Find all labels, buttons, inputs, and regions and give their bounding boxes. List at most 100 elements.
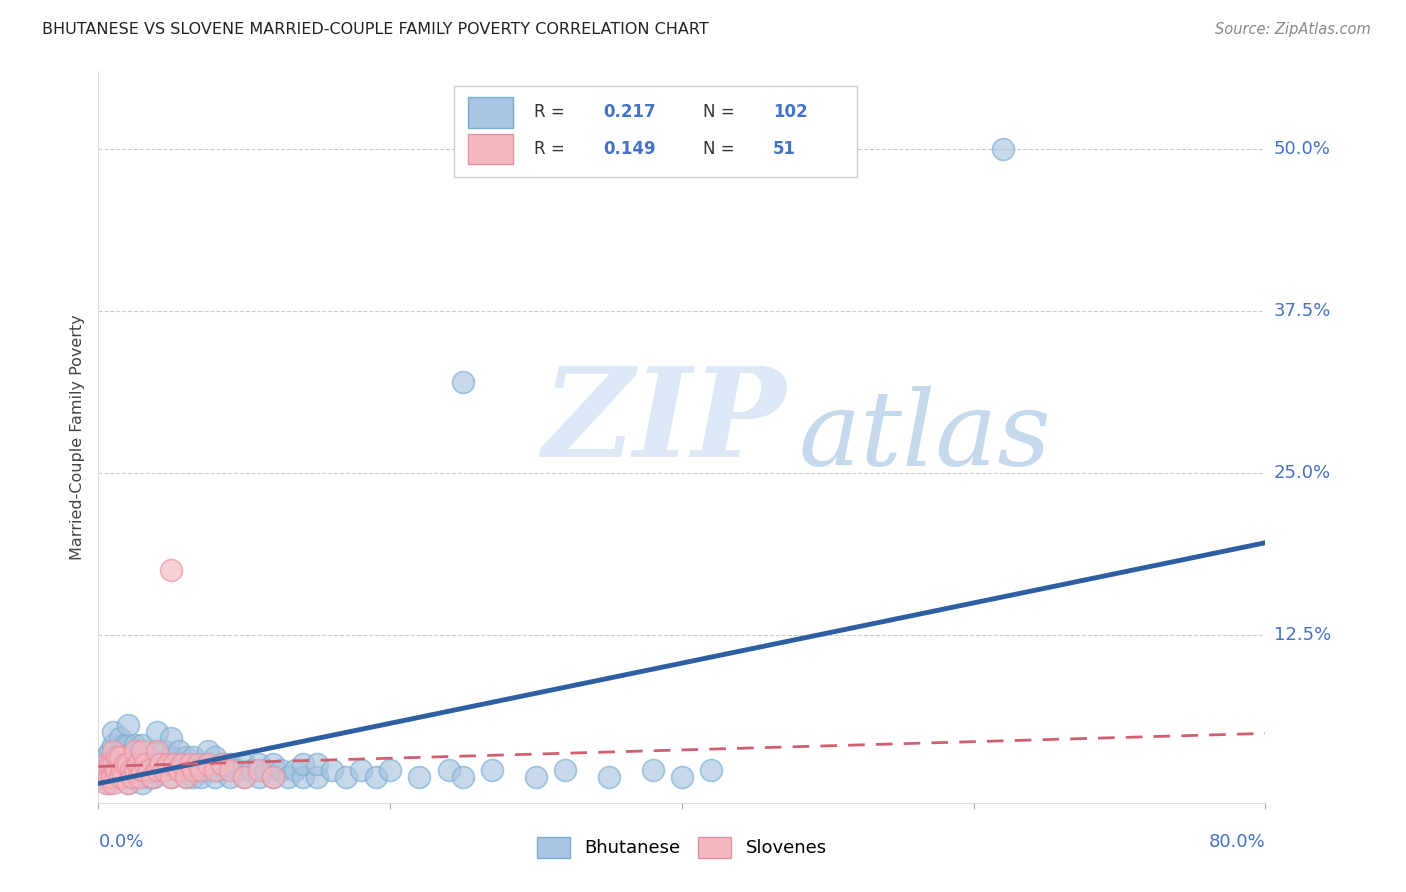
Point <box>121 770 143 784</box>
Point <box>174 770 197 784</box>
Point <box>112 770 135 784</box>
Point <box>104 764 127 778</box>
Point <box>262 770 284 784</box>
Point <box>149 756 172 771</box>
Point <box>101 724 124 739</box>
Legend: Bhutanese, Slovenes: Bhutanese, Slovenes <box>530 830 834 865</box>
Point <box>408 770 430 784</box>
Point <box>167 744 190 758</box>
Text: BHUTANESE VS SLOVENE MARRIED-COUPLE FAMILY POVERTY CORRELATION CHART: BHUTANESE VS SLOVENE MARRIED-COUPLE FAMI… <box>42 22 709 37</box>
Point <box>117 738 139 752</box>
Point <box>110 744 132 758</box>
Point <box>380 764 402 778</box>
Point <box>98 756 121 771</box>
Point <box>335 770 357 784</box>
Point <box>291 770 314 784</box>
Text: R =: R = <box>534 103 569 121</box>
Point <box>138 750 160 764</box>
Point <box>160 770 183 784</box>
Point <box>204 750 226 764</box>
Point <box>193 756 215 771</box>
Point <box>146 744 169 758</box>
Point <box>128 770 150 784</box>
Point <box>233 770 256 784</box>
Point <box>262 770 284 784</box>
Text: 0.149: 0.149 <box>603 140 657 158</box>
Point <box>174 770 197 784</box>
Point <box>211 756 233 771</box>
Point <box>284 764 307 778</box>
Point <box>105 770 128 784</box>
Point <box>117 764 139 778</box>
Point <box>146 764 169 778</box>
Point <box>149 756 172 771</box>
Point <box>138 764 160 778</box>
Point <box>114 750 136 764</box>
Text: N =: N = <box>703 140 740 158</box>
Point <box>94 750 117 764</box>
Point <box>153 764 176 778</box>
Point <box>114 756 136 771</box>
Point <box>190 764 212 778</box>
Point <box>160 750 183 764</box>
Point <box>101 750 124 764</box>
Point <box>98 744 121 758</box>
Text: 51: 51 <box>773 140 796 158</box>
Point <box>157 756 180 771</box>
Point <box>247 770 270 784</box>
Point <box>167 764 190 778</box>
Point <box>124 738 146 752</box>
Point <box>700 764 723 778</box>
Point <box>187 756 209 771</box>
Point <box>110 764 132 778</box>
Point <box>142 770 165 784</box>
Point <box>108 750 131 764</box>
Point <box>187 764 209 778</box>
Point <box>112 770 135 784</box>
Point <box>110 731 132 745</box>
FancyBboxPatch shape <box>468 97 513 128</box>
Point <box>247 756 270 771</box>
FancyBboxPatch shape <box>454 86 856 178</box>
Point <box>181 770 204 784</box>
Point <box>141 756 163 771</box>
Point <box>131 764 153 778</box>
Point <box>105 750 128 764</box>
Point <box>146 744 169 758</box>
Point <box>262 756 284 771</box>
Text: 12.5%: 12.5% <box>1274 625 1331 643</box>
Point <box>641 764 664 778</box>
Point <box>117 776 139 790</box>
Point <box>451 770 474 784</box>
Point <box>94 764 117 778</box>
Text: N =: N = <box>703 103 740 121</box>
Point <box>160 563 183 577</box>
Point <box>131 744 153 758</box>
Point <box>197 744 219 758</box>
Point <box>207 764 229 778</box>
Point <box>671 770 693 784</box>
Point <box>163 756 186 771</box>
Point <box>120 756 142 771</box>
Text: ZIP: ZIP <box>541 361 786 483</box>
Point <box>110 770 132 784</box>
Point <box>204 764 226 778</box>
Point <box>307 770 329 784</box>
Text: 50.0%: 50.0% <box>1274 140 1330 158</box>
Point <box>117 718 139 732</box>
Point <box>211 756 233 771</box>
Point <box>131 738 153 752</box>
Point <box>101 756 124 771</box>
Point <box>179 756 201 771</box>
Point <box>437 764 460 778</box>
Point <box>240 764 263 778</box>
Point <box>167 764 190 778</box>
Text: 80.0%: 80.0% <box>1209 833 1265 851</box>
Point <box>270 764 292 778</box>
Point <box>127 764 149 778</box>
Point <box>991 142 1014 156</box>
Point <box>277 770 299 784</box>
Point <box>163 756 186 771</box>
Point <box>190 770 212 784</box>
Point <box>233 770 256 784</box>
